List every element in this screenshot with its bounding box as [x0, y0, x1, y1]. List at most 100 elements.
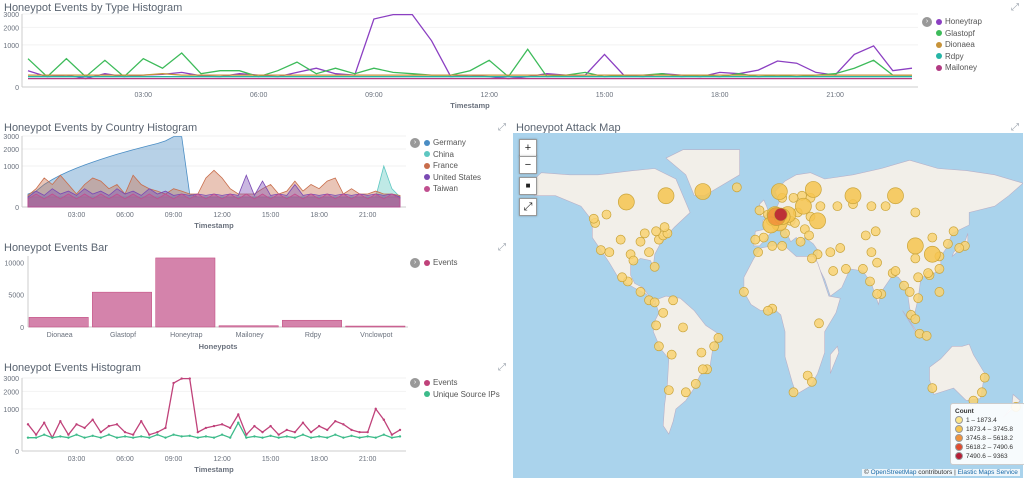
attack-marker: [807, 376, 817, 387]
data-point: [398, 428, 402, 432]
legend-label[interactable]: Germany: [433, 138, 466, 147]
data-point: [67, 433, 70, 436]
attack-marker: [804, 230, 814, 241]
legend-toggle[interactable]: › Events: [410, 257, 457, 269]
data-point: [212, 424, 216, 428]
ems-link[interactable]: Elastic Maps Service: [957, 469, 1018, 476]
legend-item-france[interactable]: France: [410, 160, 481, 172]
attack-marker: [713, 333, 724, 343]
legend-label: Rdpy: [945, 51, 964, 61]
legend-item-china[interactable]: China: [410, 149, 481, 161]
attack-marker: [979, 372, 990, 383]
attack-marker: [872, 289, 882, 299]
attack-marker: [870, 226, 881, 237]
expand-icon[interactable]: ⤢: [1011, 122, 1019, 133]
osm-link[interactable]: OpenStreetMap: [870, 469, 917, 476]
x-tick-label: 12:00: [480, 92, 498, 99]
x-axis-title: Timestamp: [194, 221, 234, 230]
data-point: [309, 430, 313, 434]
legend-toggle[interactable]: › Honeytrap: [922, 16, 982, 28]
attack-marker: [866, 247, 877, 258]
expand-icon[interactable]: ⤢: [498, 122, 506, 133]
x-tick-label: 03:00: [68, 212, 86, 219]
x-tick-label: 06:00: [250, 92, 268, 99]
legend-swatch: [424, 259, 430, 266]
attack-map-panel: Honeypot Attack Map ⤢: [512, 120, 1024, 480]
x-tick-label: 18:00: [310, 212, 328, 219]
data-point: [91, 434, 94, 438]
zoom-out-button[interactable]: −: [519, 156, 537, 174]
attack-marker: [750, 234, 761, 245]
x-tick-label: Dionaea: [47, 332, 73, 339]
x-tick-label: 06:00: [116, 212, 134, 219]
attack-marker: [658, 307, 669, 318]
legend-item-rdpy[interactable]: Rdpy: [922, 51, 982, 63]
legend-swatch: [424, 162, 430, 169]
attack-marker: [835, 243, 846, 253]
legend-label: Glastopf: [945, 28, 975, 38]
legend-label[interactable]: Events: [433, 258, 458, 267]
data-point: [26, 423, 30, 426]
series-area: [27, 174, 401, 208]
legend-toggle-icon[interactable]: ›: [410, 257, 420, 268]
y-tick-label: 3000: [3, 12, 19, 19]
data-point: [334, 419, 337, 423]
data-point: [220, 433, 224, 436]
legend-item-united-states[interactable]: United States: [410, 172, 481, 184]
y-tick-label: 2000: [3, 25, 19, 32]
data-point: [350, 434, 353, 438]
legend-swatch: [424, 174, 430, 181]
expand-icon[interactable]: ⤢: [498, 242, 506, 253]
x-axis-title: Honeypots: [199, 342, 238, 351]
data-point: [374, 407, 377, 411]
map-legend-item: 5618.2 – 7490.6: [955, 443, 1021, 452]
fit-bounds-button[interactable]: ⤢: [519, 198, 537, 216]
series-line: [28, 73, 912, 76]
data-point: [358, 436, 361, 439]
attack-marker: [913, 293, 924, 304]
attack-marker: [910, 253, 921, 264]
legend-toggle[interactable]: › Germany: [410, 137, 481, 149]
legend-label[interactable]: Events: [433, 378, 458, 387]
x-tick-label: 15:00: [596, 92, 614, 99]
expand-icon[interactable]: ⤢: [498, 362, 506, 373]
zoom-in-button[interactable]: +: [519, 139, 537, 157]
attack-marker: [954, 243, 965, 253]
legend-label-honeytrap[interactable]: Honeytrap: [945, 17, 982, 26]
attack-marker: [767, 241, 778, 251]
data-point: [245, 433, 248, 436]
legend-toggle[interactable]: › Events: [410, 377, 500, 389]
attribution-prefix: ©: [864, 469, 871, 476]
expand-icon[interactable]: ⤢: [1011, 2, 1019, 13]
legend-toggle-icon[interactable]: ›: [410, 137, 420, 148]
data-point: [188, 377, 191, 380]
data-point: [180, 377, 183, 380]
legend-toggle-icon[interactable]: ›: [410, 377, 420, 388]
legend-item-unique-ips[interactable]: Unique Source IPs: [410, 389, 500, 401]
legend-item-glastopf[interactable]: Glastopf: [922, 28, 982, 40]
attack-marker: [807, 253, 817, 264]
legend-swatch: [936, 53, 942, 60]
world-map[interactable]: [513, 133, 1023, 478]
legend-range: 1873.4 – 3745.8: [966, 426, 1013, 433]
attack-marker: [910, 314, 921, 324]
attack-marker: [904, 287, 915, 297]
attack-marker: [753, 247, 763, 258]
draw-filter-button[interactable]: ■: [519, 177, 537, 195]
x-tick-label: 21:00: [359, 456, 377, 463]
attack-marker: [943, 238, 953, 249]
legend-label: United States: [433, 172, 482, 182]
legend-item-dionaea[interactable]: Dionaea: [922, 39, 982, 51]
legend-item-mailoney[interactable]: Mailoney: [922, 62, 982, 74]
data-point: [228, 426, 232, 430]
attack-marker: [663, 385, 674, 396]
data-point: [269, 424, 272, 428]
legend-label: China: [433, 149, 454, 159]
attack-marker: [927, 383, 938, 393]
attack-marker: [758, 232, 769, 243]
data-point: [75, 423, 78, 426]
legend-toggle-icon[interactable]: ›: [922, 16, 932, 27]
legend-item-taiwan[interactable]: Taiwan: [410, 183, 481, 195]
data-point: [51, 436, 54, 439]
x-tick-label: 06:00: [116, 456, 134, 463]
